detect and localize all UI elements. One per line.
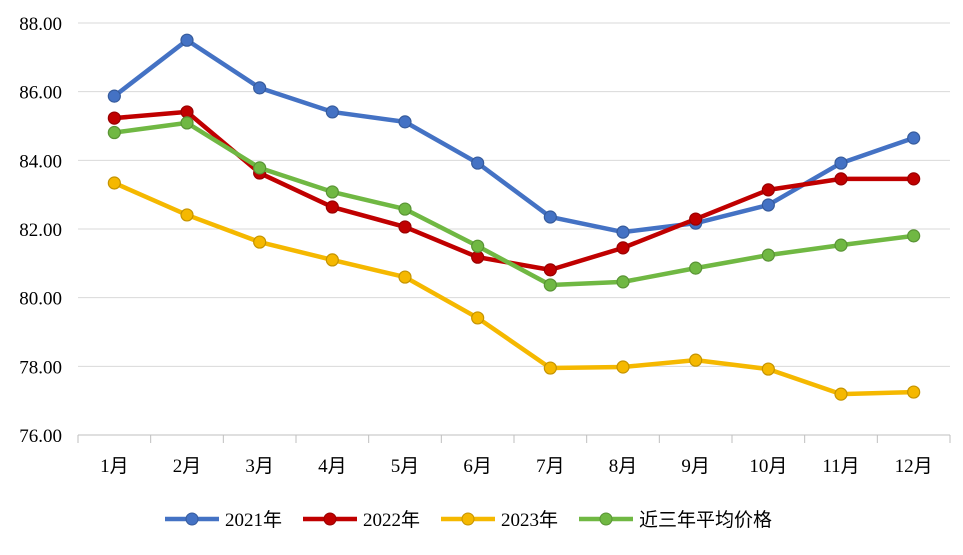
- x-tick-label: 7月: [536, 456, 565, 477]
- legend-marker: [599, 512, 613, 526]
- data-point: [761, 248, 775, 262]
- data-point: [107, 176, 121, 190]
- data-point: [325, 200, 339, 214]
- x-axis: 1月 2月 3月 4月 5月 6月 7月 8月 9月 10月 11月 12月: [77, 434, 951, 477]
- series-3: [107, 176, 921, 401]
- data-point: [180, 33, 194, 47]
- data-point: [834, 156, 848, 170]
- x-tick-label: 11月: [822, 456, 859, 477]
- data-point: [471, 239, 485, 253]
- x-tick-label: 3月: [245, 456, 274, 477]
- data-point: [689, 353, 703, 367]
- data-point: [834, 172, 848, 186]
- x-tick-label: 6月: [463, 456, 492, 477]
- data-point: [180, 116, 194, 130]
- legend-marker: [323, 512, 337, 526]
- x-tick-label: 12月: [895, 456, 933, 477]
- y-axis: 76.00 78.00 80.00 82.00 84.00 86.00 88.00: [19, 14, 62, 447]
- data-point: [107, 125, 121, 140]
- data-point: [761, 362, 775, 376]
- data-point: [398, 220, 412, 234]
- data-point: [761, 183, 775, 197]
- data-point: [616, 225, 630, 239]
- data-point: [689, 261, 703, 275]
- x-tick-label: 8月: [609, 456, 638, 477]
- data-point: [471, 311, 485, 325]
- data-point: [253, 235, 267, 249]
- y-tick-label: 80.00: [19, 289, 62, 310]
- data-point: [398, 115, 412, 129]
- data-point: [253, 161, 267, 175]
- series-4: [107, 116, 921, 292]
- data-point: [107, 89, 121, 103]
- data-point: [543, 210, 557, 224]
- legend-item: 2021年: [165, 509, 282, 531]
- data-point: [689, 212, 703, 226]
- data-point: [907, 172, 921, 186]
- legend: 2021年 2022年 2023年 近三年平均价格: [165, 509, 772, 531]
- legend-item: 2022年: [303, 509, 420, 531]
- y-tick-label: 88.00: [19, 14, 62, 35]
- series-line: [113, 180, 914, 397]
- data-point: [907, 229, 921, 243]
- y-tick-label: 84.00: [19, 151, 62, 172]
- legend-item: 近三年平均价格: [579, 509, 772, 531]
- data-point: [325, 253, 339, 267]
- series-1: [107, 33, 921, 239]
- data-point: [253, 81, 267, 95]
- x-tick-label: 4月: [318, 456, 347, 477]
- gridlines: [78, 22, 950, 367]
- data-point: [325, 105, 339, 119]
- data-point: [107, 111, 121, 125]
- x-tick-label: 9月: [681, 456, 710, 477]
- data-point: [834, 238, 848, 252]
- y-tick-label: 76.00: [19, 426, 62, 447]
- data-point: [325, 185, 339, 199]
- x-tick-label: 5月: [391, 456, 420, 477]
- data-point: [398, 270, 412, 284]
- data-point: [907, 385, 921, 399]
- legend-label: 近三年平均价格: [639, 509, 772, 531]
- x-tick-label: 10月: [749, 456, 787, 477]
- legend-label: 2021年: [225, 509, 282, 531]
- series-line: [114, 120, 914, 288]
- y-tick-label: 82.00: [19, 220, 62, 241]
- legend-label: 2023年: [501, 509, 558, 531]
- data-point: [616, 360, 630, 374]
- data-point: [907, 131, 921, 145]
- data-point: [471, 250, 485, 264]
- data-point: [616, 275, 630, 289]
- x-tick-label: 1月: [100, 456, 129, 477]
- y-tick-label: 86.00: [19, 83, 62, 104]
- data-point: [543, 361, 557, 375]
- data-point: [616, 241, 630, 255]
- data-point: [180, 208, 194, 222]
- data-point: [761, 198, 775, 212]
- data-point: [471, 156, 485, 170]
- series-line: [112, 37, 915, 235]
- y-tick-label: 78.00: [19, 357, 62, 378]
- legend-label: 2022年: [363, 509, 420, 531]
- data-point: [398, 202, 412, 216]
- data-point: [543, 278, 557, 292]
- legend-marker: [461, 512, 475, 526]
- series-lines: [107, 33, 921, 401]
- data-point: [180, 105, 194, 119]
- legend-item: 2023年: [441, 509, 558, 531]
- x-tick-label: 2月: [173, 456, 202, 477]
- legend-marker: [185, 512, 199, 526]
- data-point: [834, 387, 848, 401]
- data-point: [543, 263, 557, 277]
